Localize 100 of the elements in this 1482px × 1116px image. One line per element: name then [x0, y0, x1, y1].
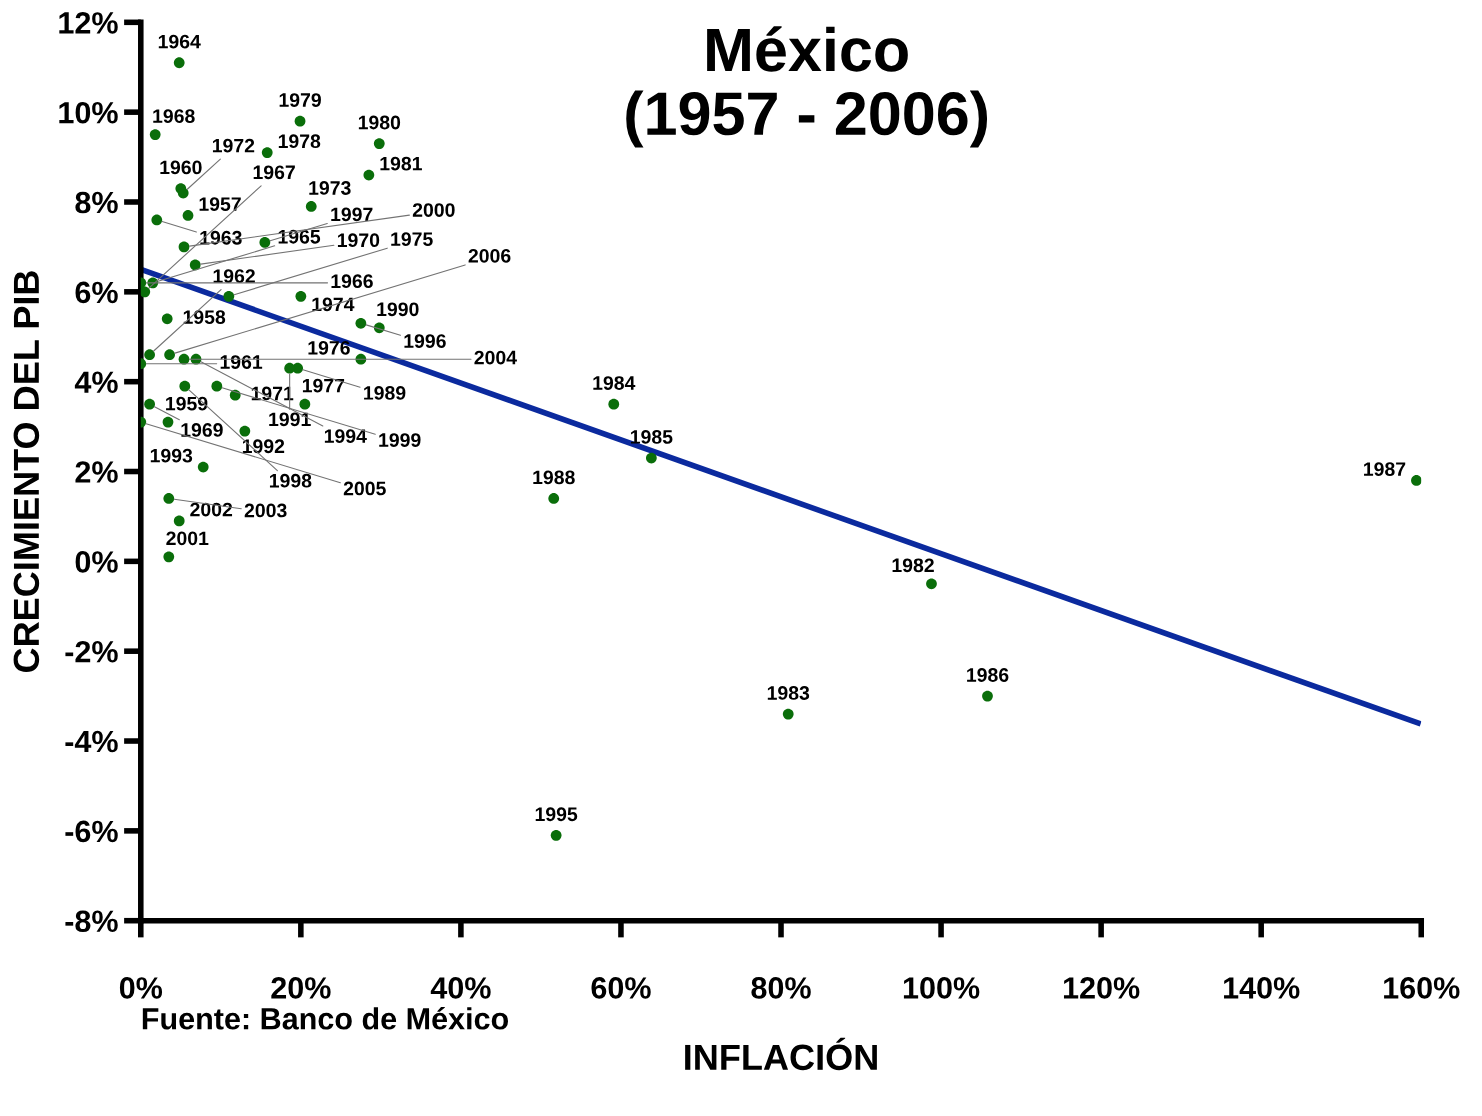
point: [608, 398, 620, 410]
point: [926, 578, 937, 590]
y-axis-title: CRECIMIENTO DEL PIB: [13, 271, 40, 673]
point: [305, 201, 317, 212]
x-axis-title: INFLACIÓN: [685, 1037, 877, 1071]
point: [173, 57, 185, 69]
point: [355, 317, 367, 329]
annotation: 1965: [278, 229, 321, 244]
y-tick-label: 2%: [75, 461, 118, 483]
annotation: 1989: [364, 386, 406, 400]
annotation: 1993: [150, 448, 193, 463]
annotation: 2004: [474, 350, 517, 365]
y-tick-label: -6%: [65, 820, 118, 843]
annotation: 1996: [404, 334, 446, 348]
annotation: 1966: [331, 274, 373, 289]
annotation: 1967: [253, 165, 295, 180]
annotation: 1981: [380, 156, 422, 171]
annotation: 1984: [593, 376, 636, 390]
annotation: 1995: [535, 807, 578, 822]
annotation: 1991: [269, 412, 311, 427]
x-tick-label: 100%: [903, 977, 980, 999]
y-tick-label: 8%: [75, 191, 118, 214]
annotation: 1985: [630, 430, 673, 444]
point: [782, 708, 794, 720]
x-tick-label: 0%: [119, 977, 163, 999]
annotation: 1988: [533, 470, 575, 485]
point: [982, 690, 993, 702]
annotation: 2006: [468, 248, 511, 263]
point: [164, 349, 175, 361]
annotation: 1968: [153, 109, 195, 123]
point: [550, 829, 562, 841]
annotation: 2002: [190, 502, 233, 517]
annotation: 1975: [391, 232, 433, 246]
point: [163, 551, 175, 563]
point: [645, 452, 657, 464]
point: [223, 290, 235, 302]
annotation: 2000: [412, 203, 455, 217]
point: [261, 147, 273, 158]
point: [144, 349, 155, 361]
x-tick-label: 140%: [1224, 977, 1300, 999]
text: México (1957 - 2006): [626, 26, 988, 148]
annotation: 1978: [278, 134, 321, 149]
annotation: 1973: [309, 181, 351, 195]
annotation: 1977: [302, 378, 345, 393]
point: [294, 115, 306, 127]
annotation: 1957: [199, 197, 241, 211]
annotation: 2003: [244, 503, 287, 518]
point: [163, 493, 175, 504]
point: [1411, 475, 1422, 486]
y-tick-label: 12%: [59, 12, 118, 34]
point: [140, 286, 151, 298]
point: [179, 380, 191, 392]
annotation: 1983: [767, 686, 810, 700]
point: [149, 129, 161, 140]
annotation: 1979: [279, 93, 321, 107]
annotation: 1998: [269, 473, 312, 488]
y-tick-label: 6%: [75, 281, 118, 304]
point: [239, 425, 251, 437]
point: [548, 493, 560, 504]
y-tick-label: -2%: [65, 640, 118, 663]
annotation: 1976: [308, 340, 350, 355]
annotation: 1963: [200, 230, 242, 245]
x-tick-label: 80%: [751, 977, 811, 999]
annotation: 1999: [379, 433, 421, 447]
annotation: 1997: [331, 207, 373, 222]
annotation: 1990: [377, 302, 419, 317]
point: [259, 237, 271, 248]
point: [197, 461, 209, 473]
point: [162, 416, 174, 428]
annotation: 1994: [324, 429, 367, 443]
y-tick-label: -8%: [65, 910, 118, 933]
point: [182, 210, 194, 221]
annotation: 1982: [892, 558, 934, 573]
annotation: 2001: [166, 531, 209, 546]
annotation: 1969: [181, 423, 223, 437]
y-tick-label: 0%: [75, 551, 118, 573]
point: [144, 398, 155, 410]
annotation: 1992: [242, 439, 285, 454]
point: [211, 380, 223, 392]
point: [178, 241, 190, 253]
annotation: 2005: [343, 481, 386, 496]
x-tick-label: 160%: [1384, 977, 1460, 999]
y-tick-label: 10%: [59, 101, 118, 124]
point: [161, 313, 173, 325]
annotation: 1970: [337, 233, 380, 248]
y-tick-label: -4%: [65, 730, 118, 753]
annotation: 1959: [166, 396, 208, 411]
annotation: 1974: [312, 297, 355, 312]
point: [299, 398, 311, 410]
source-note: Fuente: Banco de México: [142, 1006, 509, 1030]
annotation: 1958: [183, 310, 226, 325]
annotation: 1964: [158, 34, 201, 49]
annotation: 1961: [220, 355, 263, 369]
annotation: 1960: [160, 160, 202, 175]
annotation: 1971: [251, 386, 294, 401]
point: [177, 187, 189, 199]
x-tick-label: 120%: [1063, 977, 1140, 999]
point: [295, 290, 307, 302]
annotation: 1986: [967, 668, 1009, 682]
x-tick-label: 40%: [430, 977, 491, 999]
